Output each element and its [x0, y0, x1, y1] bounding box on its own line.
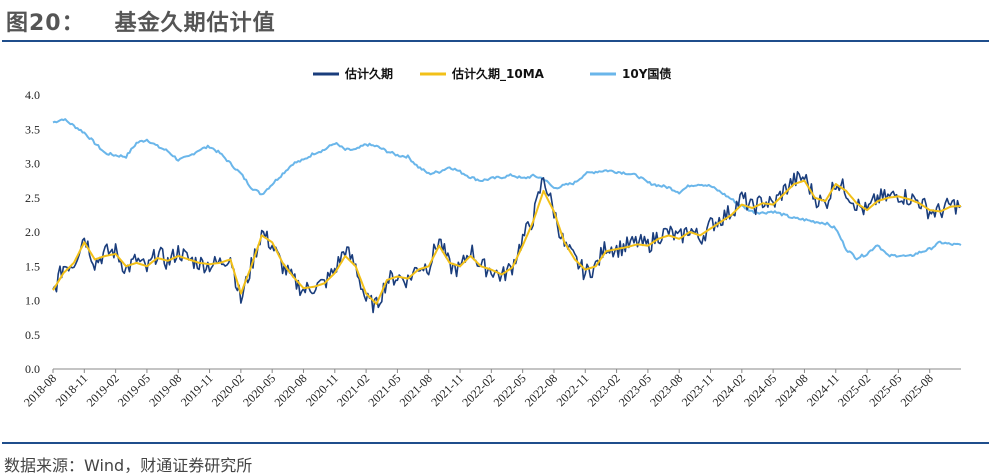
x-tick-label: 2022-02 — [459, 371, 497, 409]
figure-number: 图20： — [6, 11, 85, 36]
y-tick-label: 1.0 — [25, 294, 40, 308]
x-tick-label: 2022-11 — [554, 371, 592, 409]
x-tick-label: 2024-11 — [804, 371, 842, 409]
x-tick-label: 2020-05 — [240, 371, 278, 409]
title-divider — [2, 40, 989, 42]
series-line-bond — [52, 118, 962, 261]
legend: 估计久期 估计久期_10MA 10Y国债 — [313, 66, 671, 82]
y-axis: 0.0 0.5 1.0 1.5 2.0 2.5 3.0 3.5 4.0 — [25, 88, 40, 376]
x-tick-label: 2024-02 — [710, 371, 748, 409]
x-tick-label: 2020-02 — [209, 371, 247, 409]
x-tick-label: 2018-11 — [53, 371, 91, 409]
source-note: 数据来源：Wind，财通证券研究所 — [4, 456, 253, 475]
series-line-est — [52, 171, 962, 314]
x-tick-label: 2025-05 — [866, 371, 904, 409]
y-tick-label: 0.0 — [25, 362, 40, 376]
footer-divider — [2, 442, 989, 444]
legend-label: 估计久期 — [344, 66, 393, 81]
y-tick-label: 3.5 — [25, 122, 40, 136]
figure-title: 图20： 基金久期估计值 — [6, 5, 276, 37]
y-tick-label: 4.0 — [25, 88, 40, 102]
plot-area — [52, 118, 962, 314]
x-tick-label: 2020-08 — [271, 371, 309, 409]
x-tick-label: 2021-02 — [334, 371, 372, 409]
x-tick-label: 2024-08 — [772, 371, 810, 409]
x-tick-label: 2023-05 — [616, 371, 654, 409]
x-tick-label: 2023-02 — [585, 371, 623, 409]
x-tick-label: 2023-08 — [647, 371, 685, 409]
series-line-ma — [52, 179, 962, 305]
x-tick-label: 2025-02 — [835, 371, 873, 409]
y-tick-label: 3.0 — [25, 157, 40, 171]
legend-label: 估计久期_10MA — [451, 66, 545, 82]
x-tick-label: 2018-08 — [21, 371, 59, 409]
x-tick-label: 2019-08 — [146, 371, 184, 409]
y-tick-label: 2.5 — [25, 191, 40, 205]
y-tick-label: 2.0 — [25, 225, 40, 239]
x-tick-label: 2019-11 — [178, 371, 216, 409]
x-tick-label: 2019-05 — [115, 371, 153, 409]
x-axis: 2018-082018-112019-022019-052019-082019-… — [21, 368, 961, 409]
x-tick-label: 2023-11 — [679, 371, 717, 409]
x-tick-label: 2021-05 — [365, 371, 403, 409]
x-tick-label: 2020-11 — [303, 371, 341, 409]
x-tick-label: 2025-08 — [898, 371, 936, 409]
x-tick-label: 2021-11 — [428, 371, 466, 409]
x-tick-label: 2024-05 — [741, 371, 779, 409]
x-tick-label: 2021-08 — [397, 371, 435, 409]
x-tick-label: 2022-08 — [522, 371, 560, 409]
y-tick-label: 1.5 — [25, 259, 40, 273]
y-tick-label: 0.5 — [25, 328, 40, 342]
legend-label: 10Y国债 — [622, 66, 671, 81]
x-tick-label: 2022-05 — [491, 371, 529, 409]
chart-title: 基金久期估计值 — [114, 11, 276, 36]
x-tick-label: 2019-02 — [84, 371, 122, 409]
